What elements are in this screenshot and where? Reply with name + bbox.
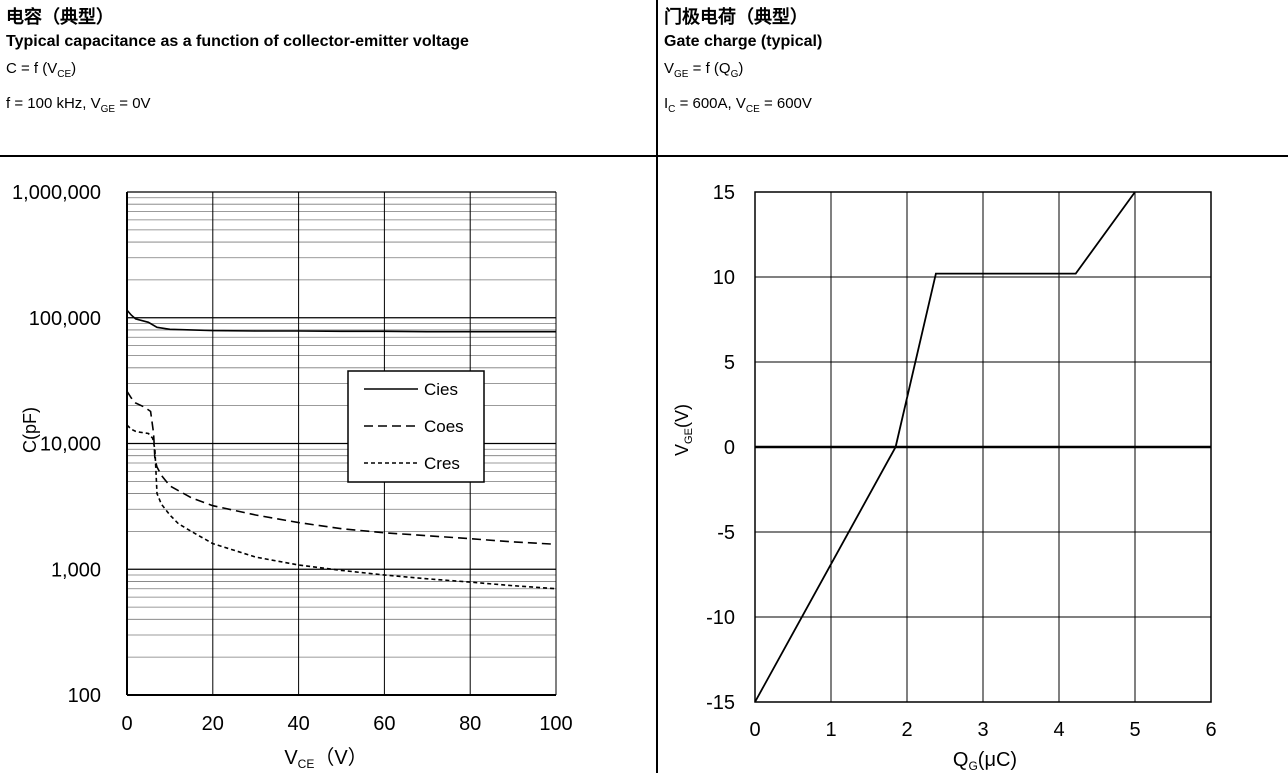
series-line-cres bbox=[126, 424, 557, 590]
left-chart-header: 电容（典型） Typical capacitance as a function… bbox=[0, 0, 656, 156]
y-axis-label: VGE(V) bbox=[672, 404, 695, 456]
left-func-end: ) bbox=[71, 60, 77, 77]
x-axis-label-sub: G bbox=[968, 759, 977, 773]
left-func-sub: CE bbox=[57, 69, 72, 80]
x-tick-label: 3 bbox=[977, 719, 988, 741]
left-cond-sub: GE bbox=[100, 104, 116, 115]
y-tick-label: 1,000 bbox=[51, 559, 101, 581]
legend-label: Coes bbox=[424, 417, 464, 436]
series-line-cies bbox=[126, 309, 556, 333]
right-function-line: VGE = f (QG) bbox=[664, 54, 1282, 89]
vertical-divider bbox=[656, 0, 658, 773]
horizontal-divider bbox=[0, 155, 1288, 157]
y-tick-label: 5 bbox=[724, 352, 735, 374]
left-condition-line: f = 100 kHz, VGE = 0V bbox=[6, 89, 650, 124]
y-axis-label-main: V bbox=[672, 444, 692, 456]
x-axis-label-main: Q bbox=[953, 749, 969, 771]
right-cond-end: = 600V bbox=[759, 95, 812, 112]
right-func-end: ) bbox=[738, 60, 744, 77]
x-tick-label: 6 bbox=[1205, 719, 1216, 741]
left-cond-a: f = 100 kHz, V bbox=[6, 95, 101, 112]
right-func-v-sub: GE bbox=[674, 69, 689, 80]
x-tick-label: 0 bbox=[749, 719, 760, 741]
y-tick-label: 15 bbox=[713, 182, 735, 204]
y-tick-label: -10 bbox=[706, 607, 735, 629]
left-title-en: Typical capacitance as a function of col… bbox=[6, 33, 469, 50]
left-func-main: C = f (V bbox=[6, 60, 58, 77]
y-tick-label: -5 bbox=[717, 522, 735, 544]
x-tick-label: 0 bbox=[121, 713, 132, 735]
plot-frame bbox=[754, 191, 1212, 703]
y-tick-label: 10,000 bbox=[40, 434, 101, 456]
right-chart-header: 门极电荷（典型） Gate charge (typical) VGE = f (… bbox=[658, 0, 1288, 156]
right-cond-i: I bbox=[664, 95, 669, 112]
series-line-coes bbox=[126, 390, 557, 546]
right-title-cn: 门极电荷（典型） bbox=[664, 7, 808, 27]
right-cond-mid: = 600A, V bbox=[675, 95, 746, 112]
right-cond-i-sub: C bbox=[668, 104, 676, 115]
right-cond-v-sub: CE bbox=[745, 104, 760, 115]
x-tick-label: 80 bbox=[459, 713, 481, 735]
left-title-cn: 电容（典型） bbox=[6, 7, 114, 27]
y-tick-label: 100,000 bbox=[29, 308, 101, 330]
legend-label: Cres bbox=[424, 454, 460, 473]
right-func-q-sub: G bbox=[730, 69, 739, 80]
gate-charge-chart: -15 -10 -5 0 5 10 15 0 1 2 3 4 5 6 QG(μC) VGE(V) bbox=[672, 182, 1217, 773]
y-axis-label-end: (V) bbox=[672, 404, 692, 428]
y-tick-label: 0 bbox=[724, 437, 735, 459]
right-func-v: V bbox=[664, 60, 675, 77]
left-function-line: C = f (VCE) bbox=[6, 54, 650, 89]
x-tick-label: 1 bbox=[825, 719, 836, 741]
x-tick-label: 20 bbox=[202, 713, 224, 735]
x-axis-label-end: (μC) bbox=[978, 749, 1017, 771]
right-condition-line: IC = 600A, VCE = 600V bbox=[664, 89, 1282, 124]
x-axis-label-end: （V） bbox=[314, 746, 367, 769]
right-title-en: Gate charge (typical) bbox=[664, 33, 823, 50]
x-tick-label: 40 bbox=[287, 713, 309, 735]
legend-label: Cies bbox=[424, 380, 458, 399]
capacitance-chart: 0 20 40 60 80 100 100 1,000 10,000 100,000 1,000,0… bbox=[12, 182, 573, 771]
left-cond-b: = 0V bbox=[115, 95, 151, 112]
x-axis-label: QG(μC) bbox=[953, 749, 1017, 773]
right-func-mid: = f (Q bbox=[688, 60, 731, 77]
x-axis-label-sub: CE bbox=[298, 757, 315, 771]
y-tick-label: -15 bbox=[706, 692, 735, 714]
x-axis-label-main: V bbox=[284, 747, 298, 769]
y-axis-label: C(pF) bbox=[20, 407, 40, 453]
x-tick-label: 5 bbox=[1129, 719, 1140, 741]
y-axis-label-sub: GE bbox=[683, 428, 695, 444]
x-axis-label: VCE（V） bbox=[284, 746, 367, 771]
x-tick-label: 100 bbox=[539, 713, 572, 735]
x-tick-label: 60 bbox=[373, 713, 395, 735]
y-tick-label: 1,000,000 bbox=[12, 182, 101, 204]
x-tick-label: 4 bbox=[1053, 719, 1064, 741]
y-tick-label: 100 bbox=[68, 685, 101, 707]
x-tick-label: 2 bbox=[901, 719, 912, 741]
y-tick-label: 10 bbox=[713, 267, 735, 289]
series-line-vge bbox=[754, 191, 1136, 703]
